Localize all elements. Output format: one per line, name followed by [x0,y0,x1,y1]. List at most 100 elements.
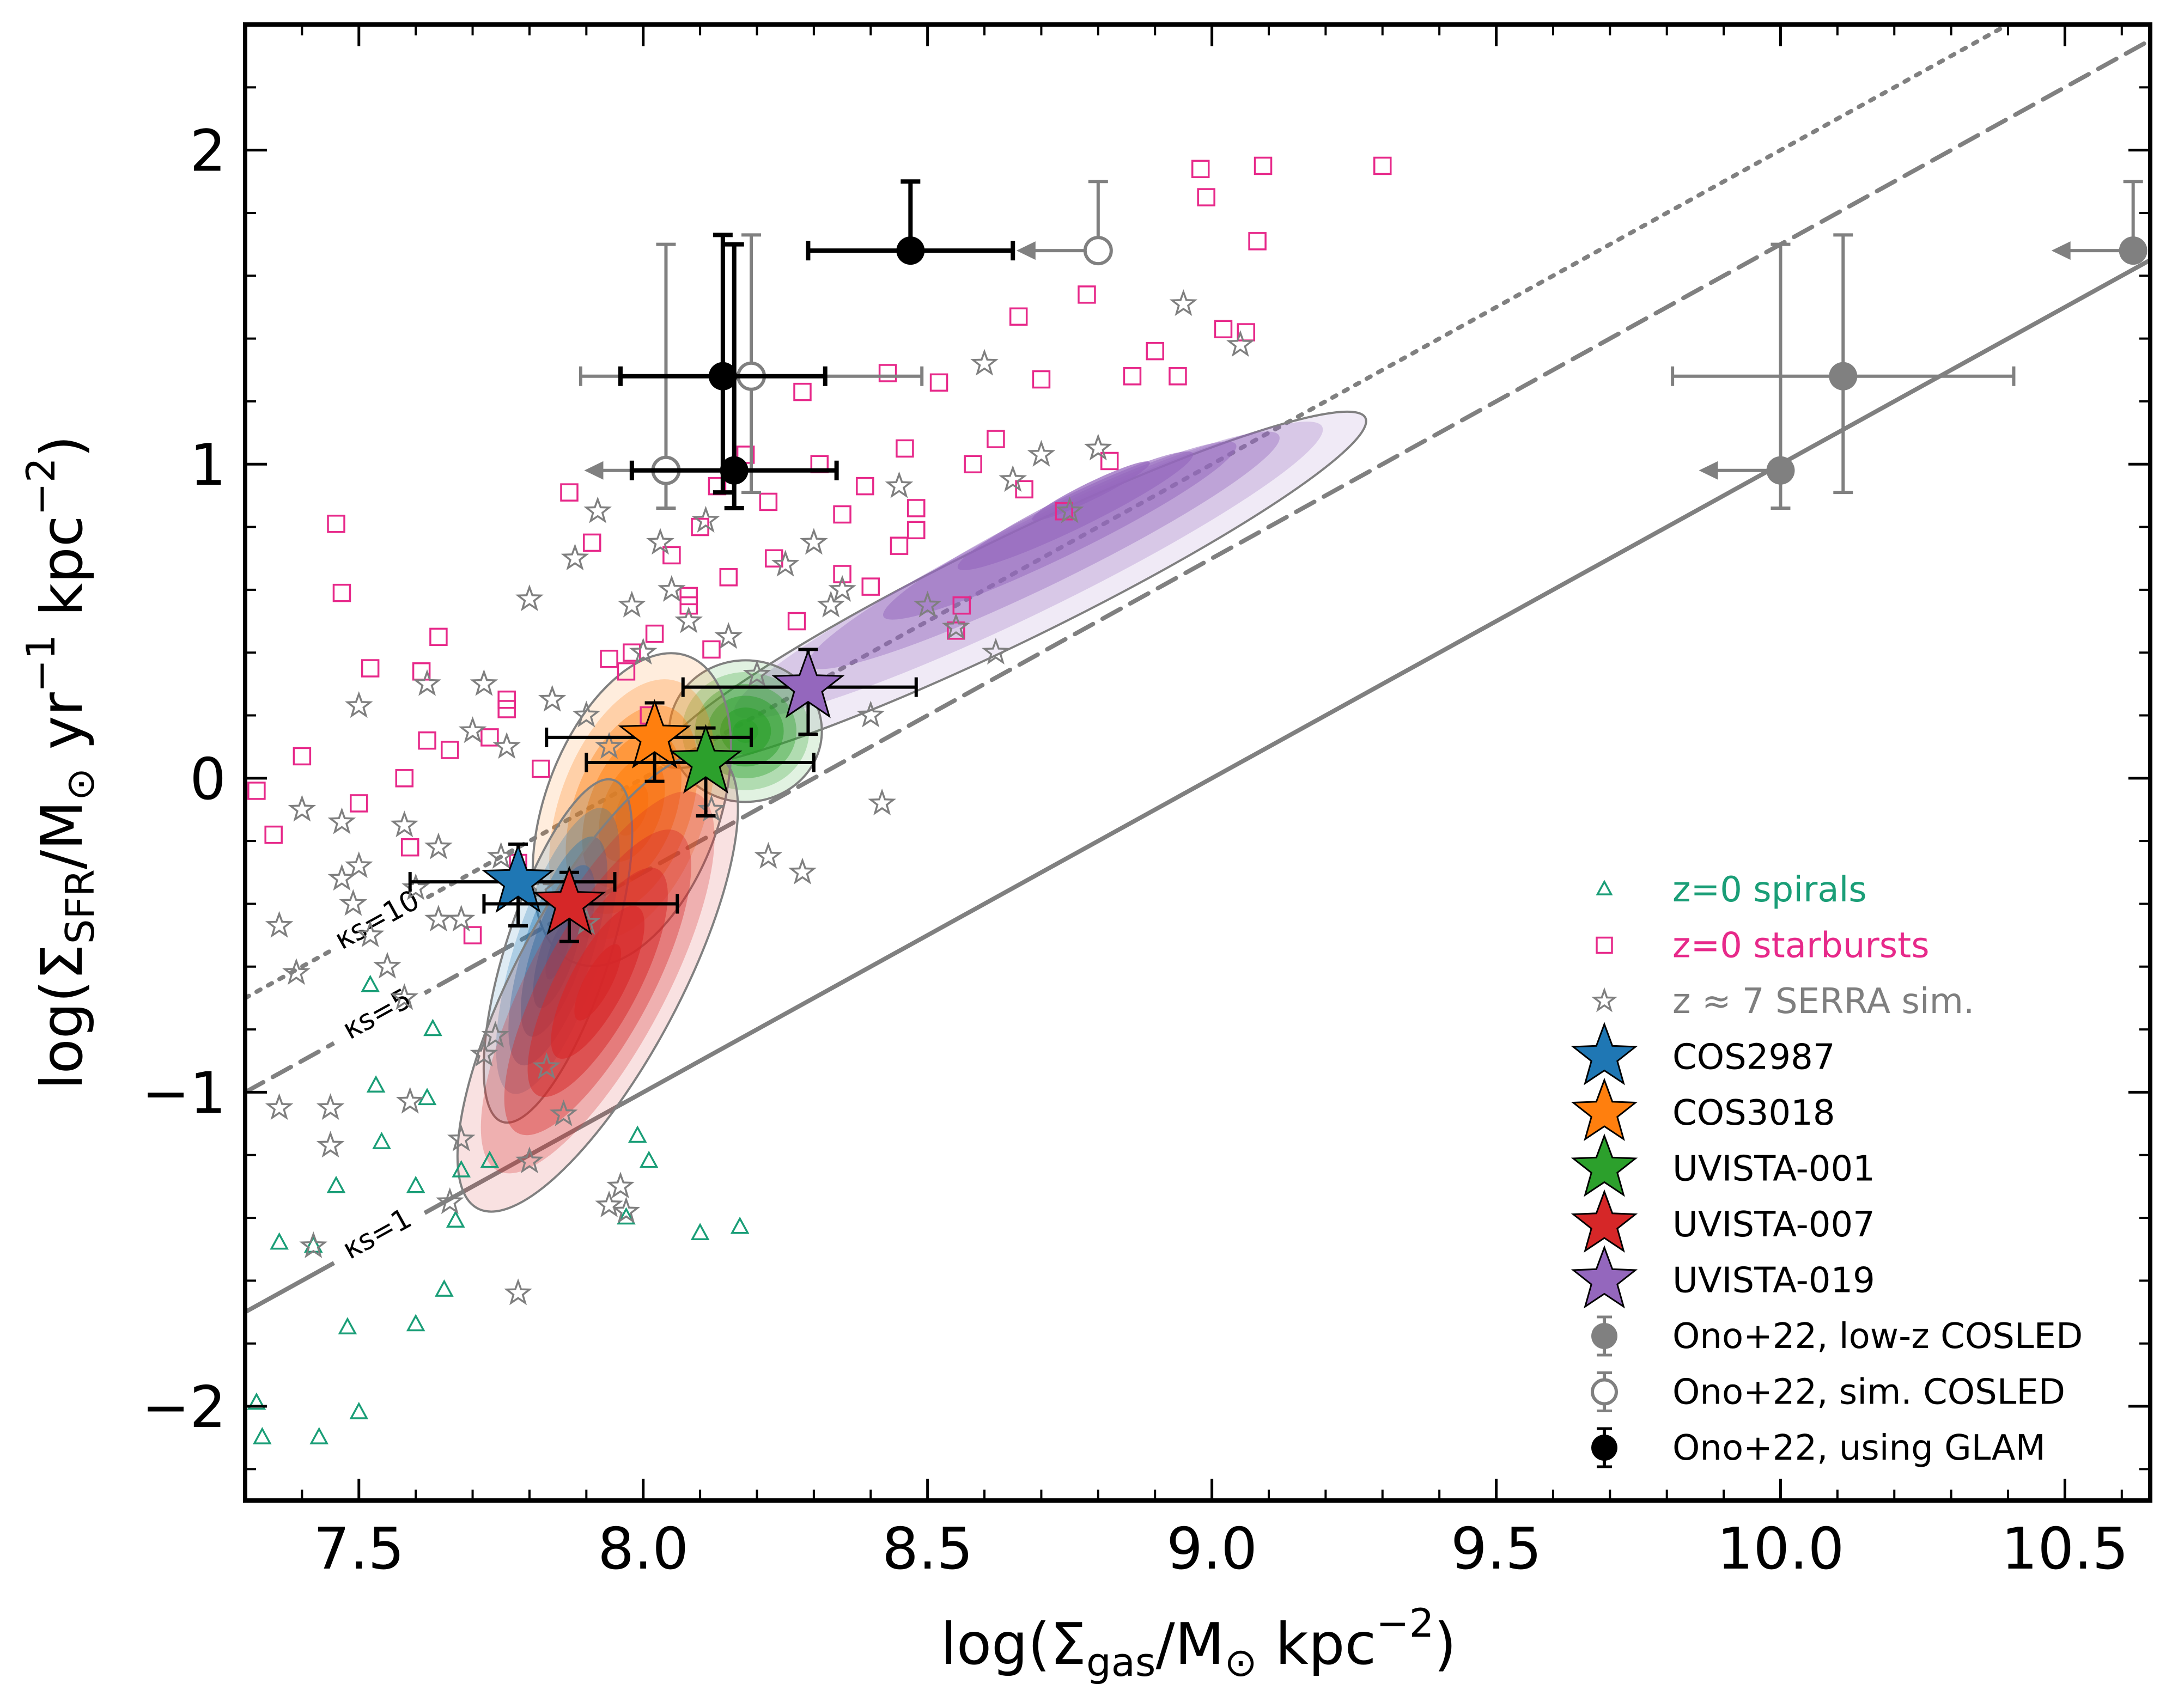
ks-label-bg [324,1194,431,1274]
serra-point [532,1052,561,1079]
ks-label-bg [324,880,431,960]
starburst-point [264,825,283,844]
serra-point [617,590,646,618]
starburst-point [662,546,681,565]
ks-line-ks=1 [245,258,2150,1315]
starburst-point [532,759,550,778]
upper-limit-arrowhead [2051,241,2071,260]
density-level [1032,461,1150,521]
starburst-point [952,596,971,615]
legend-item: z ≈ 7 SERRA sim. [1591,981,1974,1022]
axis-label-part: log(Σ [29,944,95,1089]
serra-point [771,550,800,577]
series-z-0-spirals [247,974,750,1444]
legend-item: Ono+22, low-z COSLED [1591,1315,2083,1357]
galaxy-star-marker [482,843,555,913]
serra-point [390,983,419,1010]
spiral-point [628,1125,647,1143]
y-axis-label: log(ΣSFR/M⊙ yr−1 kpc−2) [18,435,103,1089]
x-axis-label: log(Σgas/M⊙ kpc−2) [941,1600,1457,1685]
axis-label-part: ) [29,435,95,457]
serra-point [299,1231,328,1258]
legend-label: z ≈ 7 SERRA sim. [1672,981,1974,1022]
starburst-point [1373,156,1392,175]
serra-point [345,691,373,718]
starburst-point [896,439,914,458]
serra-point [447,1124,476,1151]
starburst-point [247,782,266,800]
serra-point [265,1093,294,1120]
starburst-point [987,430,1005,448]
series-z-7-serra-sim- [265,289,1255,1306]
galaxy-star-marker [532,865,606,935]
density-level [957,451,1194,570]
y-tick-label: 0 [190,746,226,813]
legend-item: z=0 starbursts [1596,926,1930,966]
starburst-point [1100,452,1119,471]
ono-point [720,456,749,485]
starburst-point [1146,341,1164,361]
serra-point [373,951,401,979]
legend-marker [1571,1022,1638,1085]
starburst-point [350,794,368,813]
y-tick-label: 2 [190,118,226,185]
upper-limit-arrowhead [1016,241,1036,260]
starburst-point [560,483,579,502]
serra-point [413,669,441,696]
upper-limit-arrowhead [584,461,604,480]
axis-label-part: ⊙ [1224,1639,1257,1685]
series-ono-22-low-z-cosled [1671,180,2147,510]
starburst-point [833,565,851,583]
galaxy-cos3018 [545,699,753,783]
legend-label: UVISTA-019 [1672,1261,1875,1301]
legend-marker [1596,880,1613,895]
serra-point [595,1190,623,1218]
spiral-point [690,1223,710,1241]
serra-point [316,1131,345,1158]
series-ono-22-using-glam [618,179,1015,510]
serra-point [646,528,674,555]
spiral-point [252,1427,272,1444]
y-tick-label: −2 [142,1374,226,1441]
serra-point [817,590,845,618]
x-tick-label: 10.5 [2001,1516,2129,1582]
serra-point [458,716,487,743]
starburst-point [327,515,345,533]
x-tick-label: 8.0 [598,1516,689,1582]
starburst-point [1191,160,1210,178]
legend-marker [1571,1245,1638,1309]
serra-point [629,638,658,665]
starburst-point [1169,367,1187,386]
x-tick-label: 7.5 [313,1516,404,1582]
galaxy-star-marker [618,699,691,768]
serra-point [447,905,476,932]
serra-point [538,685,567,712]
spiral-point [326,1175,346,1193]
galaxy-stars [408,648,918,943]
legend-marker [1571,1133,1638,1197]
starburst-point [1009,307,1028,326]
x-tick-label: 9.5 [1451,1516,1542,1582]
starburst-point [1214,320,1233,339]
starburst-point [429,627,448,646]
spiral-point [617,1207,636,1225]
axis-label-part: −2 [1376,1600,1434,1646]
legend: z=0 spirals z=0 starbursts z ≈ 7 SERRA sim… [1571,870,2083,1468]
serra-point [470,669,498,696]
axis-label-part: −2 [18,457,64,515]
x-tick-label: 9.0 [1166,1516,1257,1582]
starburst-point [907,521,926,540]
spiral-point [452,1160,471,1178]
spiral-point [435,1279,454,1297]
serra-point [401,873,430,900]
serra-point [1055,496,1084,523]
spiral-point [417,1088,437,1106]
ono-point [1829,362,1858,391]
serra-point [470,1040,498,1067]
y-tick-label: −1 [142,1060,226,1126]
spiral-point [446,1210,465,1228]
x-tick-label: 8.5 [882,1516,973,1582]
serra-point [492,732,521,759]
legend-item: Ono+22, using GLAM [1591,1427,2046,1468]
axis-label-part: SFR [57,869,103,944]
